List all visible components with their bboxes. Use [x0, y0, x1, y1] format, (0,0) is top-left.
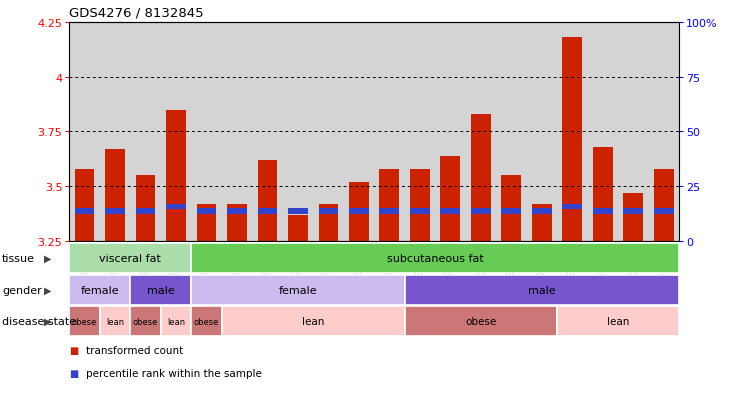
- Bar: [318, 209, 338, 214]
- Text: disease state: disease state: [2, 316, 77, 326]
- Text: lean: lean: [106, 317, 124, 326]
- Text: female: female: [279, 285, 318, 295]
- Bar: [471, 209, 491, 214]
- Text: male: male: [528, 285, 556, 295]
- Bar: [196, 204, 216, 242]
- Text: lean: lean: [302, 316, 324, 326]
- Bar: [471, 115, 491, 242]
- Bar: [532, 204, 552, 242]
- Bar: [623, 209, 643, 214]
- Bar: [227, 204, 247, 242]
- Text: visceral fat: visceral fat: [99, 254, 161, 263]
- Bar: [227, 209, 247, 214]
- Bar: [136, 209, 155, 214]
- Text: female: female: [80, 285, 119, 295]
- Text: percentile rank within the sample: percentile rank within the sample: [86, 368, 262, 378]
- Bar: [74, 169, 94, 242]
- Bar: [349, 183, 369, 242]
- Bar: [136, 176, 155, 242]
- Text: ■: ■: [69, 368, 79, 378]
- Bar: [654, 169, 674, 242]
- Text: obese: obese: [133, 317, 158, 326]
- Bar: [440, 209, 460, 214]
- Bar: [562, 204, 582, 210]
- Bar: [380, 209, 399, 214]
- Bar: [288, 215, 308, 242]
- Text: obese: obese: [193, 317, 219, 326]
- Bar: [196, 209, 216, 214]
- Bar: [258, 161, 277, 242]
- Text: ▶: ▶: [44, 285, 51, 295]
- Bar: [105, 150, 125, 242]
- Bar: [440, 156, 460, 242]
- Bar: [318, 204, 338, 242]
- Bar: [502, 176, 521, 242]
- Bar: [410, 209, 430, 214]
- Text: male: male: [147, 285, 174, 295]
- Text: ▶: ▶: [44, 254, 51, 263]
- Text: ■: ■: [69, 346, 79, 356]
- Text: gender: gender: [2, 285, 42, 295]
- Text: lean: lean: [167, 317, 185, 326]
- Bar: [380, 169, 399, 242]
- Bar: [562, 38, 582, 242]
- Text: obese: obese: [72, 317, 97, 326]
- Bar: [166, 204, 186, 210]
- Bar: [105, 209, 125, 214]
- Bar: [258, 209, 277, 214]
- Text: ▶: ▶: [44, 316, 51, 326]
- Text: tissue: tissue: [2, 254, 35, 263]
- Bar: [532, 209, 552, 214]
- Bar: [288, 209, 308, 214]
- Text: obese: obese: [465, 316, 496, 326]
- Bar: [654, 209, 674, 214]
- Bar: [623, 193, 643, 242]
- Text: GDS4276 / 8132845: GDS4276 / 8132845: [69, 6, 204, 19]
- Bar: [74, 209, 94, 214]
- Text: subcutaneous fat: subcutaneous fat: [387, 254, 483, 263]
- Bar: [166, 110, 186, 242]
- Bar: [349, 209, 369, 214]
- Text: transformed count: transformed count: [86, 346, 183, 356]
- Text: lean: lean: [607, 316, 629, 326]
- Bar: [593, 209, 612, 214]
- Bar: [593, 147, 612, 242]
- Bar: [410, 169, 430, 242]
- Bar: [502, 209, 521, 214]
